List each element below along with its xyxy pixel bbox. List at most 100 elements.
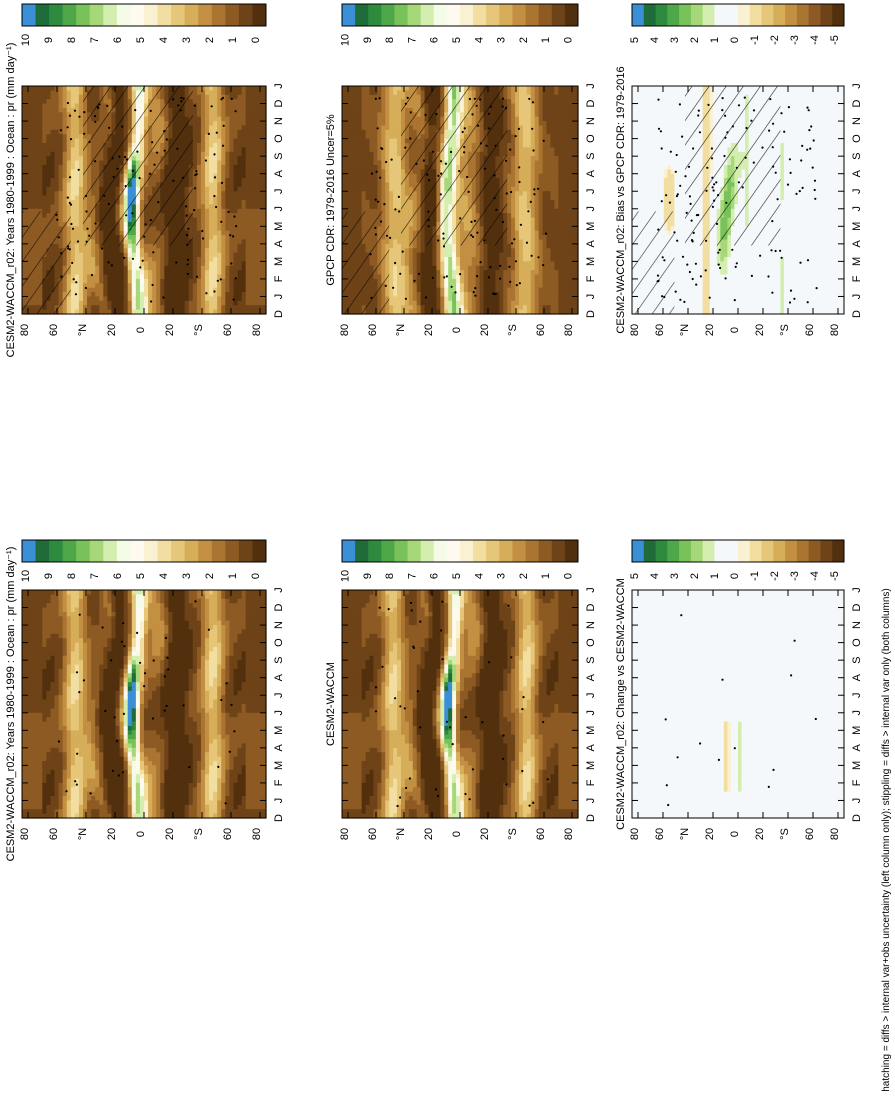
heatmap-cell — [205, 156, 210, 162]
heatmap-cell — [245, 230, 251, 236]
heatmap-cell — [144, 725, 149, 731]
heatmap-cell — [58, 699, 64, 705]
stipple-dot — [94, 120, 97, 123]
heatmap-cell — [58, 782, 64, 788]
heatmap-cell — [50, 699, 56, 705]
heatmap-cell — [38, 664, 43, 670]
heatmap-cell — [22, 629, 27, 635]
heatmap-cell — [123, 300, 129, 306]
heatmap-cell — [261, 217, 267, 223]
heatmap-cell — [70, 230, 76, 236]
heatmap-cell — [229, 186, 235, 192]
heatmap-cell — [241, 226, 247, 232]
heatmap-cell — [241, 103, 247, 109]
heatmap-cell — [46, 778, 52, 784]
stipple-dot — [175, 261, 178, 264]
heatmap-cell — [74, 103, 80, 109]
heatmap-cell — [261, 160, 267, 166]
heatmap-cell — [95, 594, 100, 600]
heatmap-cell — [127, 607, 133, 613]
heatmap-cell — [209, 239, 214, 245]
heatmap-cell — [144, 686, 149, 692]
heatmap-cell — [70, 243, 76, 249]
heatmap-cell — [221, 270, 226, 276]
heatmap-cell — [26, 647, 31, 652]
heatmap-cell — [42, 756, 47, 762]
heatmap-cell — [99, 270, 104, 276]
heatmap-cell — [78, 756, 84, 762]
heatmap-cell — [42, 594, 47, 600]
heatmap-cell — [66, 86, 72, 91]
heatmap-cell — [237, 125, 243, 131]
stipple-dot — [172, 179, 175, 182]
heatmap-cell — [70, 125, 76, 131]
heatmap-cell — [46, 143, 52, 148]
heatmap-cell — [62, 647, 68, 652]
stipple-dot — [56, 218, 59, 221]
heatmap-cell — [50, 791, 56, 797]
heatmap-cell — [87, 590, 92, 595]
heatmap-cell — [54, 191, 60, 197]
heatmap-cell — [99, 594, 104, 600]
heatmap-cell — [233, 283, 239, 289]
heatmap-cell — [139, 769, 145, 775]
heatmap-cell — [42, 638, 47, 644]
heatmap-cell — [70, 169, 76, 175]
heatmap-cell — [144, 655, 149, 661]
heatmap-cell — [70, 186, 76, 192]
heatmap-cell — [115, 274, 121, 280]
heatmap-cell — [237, 265, 243, 271]
heatmap-cell — [58, 712, 64, 718]
heatmap-cell — [209, 94, 214, 100]
heatmap-cell — [38, 129, 43, 135]
heatmap-cell — [103, 682, 108, 688]
heatmap-cell — [119, 265, 125, 271]
heatmap-cell — [42, 800, 47, 806]
heatmap-cell — [261, 235, 267, 241]
heatmap-cell — [213, 226, 218, 232]
heatmap-cell — [225, 138, 230, 144]
heatmap-cell — [74, 278, 80, 284]
heatmap-cell — [127, 620, 133, 626]
heatmap-cell — [95, 774, 100, 780]
heatmap-cell — [217, 309, 222, 315]
heatmap-cell — [123, 747, 129, 753]
heatmap-cell — [50, 721, 56, 727]
heatmap-cell — [139, 261, 145, 267]
stipple-dot — [230, 97, 233, 100]
heatmap-cell — [123, 655, 129, 661]
heatmap-cell — [66, 590, 72, 595]
heatmap-cell — [217, 86, 222, 91]
heatmap-cell — [131, 778, 137, 784]
heatmap-cell — [148, 782, 153, 788]
heatmap-cell — [38, 756, 43, 762]
stipple-dot — [229, 234, 232, 237]
heatmap-cell — [62, 642, 68, 648]
heatmap-cell — [205, 134, 210, 140]
heatmap-cell — [221, 191, 226, 197]
heatmap-cell — [221, 112, 226, 118]
heatmap-cell — [209, 195, 214, 201]
heatmap-cell — [95, 629, 100, 635]
heatmap-cell — [249, 305, 255, 311]
heatmap-cell — [152, 305, 157, 311]
heatmap-cell — [144, 243, 149, 249]
heatmap-cell — [26, 107, 31, 113]
heatmap-cell — [115, 730, 121, 736]
heatmap-cell — [131, 699, 137, 705]
heatmap-cell — [26, 774, 31, 780]
heatmap-cell — [111, 300, 117, 306]
heatmap-cell — [209, 300, 214, 306]
heatmap-cell — [38, 121, 43, 127]
heatmap-cell — [127, 725, 133, 731]
heatmap-cell — [22, 708, 27, 714]
heatmap-cell — [253, 292, 259, 298]
heatmap-cell — [26, 712, 31, 718]
heatmap-cell — [119, 590, 125, 595]
heatmap-cell — [74, 129, 80, 135]
heatmap-cell — [62, 730, 68, 736]
heatmap-cell — [74, 309, 80, 315]
heatmap-cell — [217, 191, 222, 197]
heatmap-cell — [58, 178, 64, 184]
heatmap-cell — [66, 134, 72, 140]
